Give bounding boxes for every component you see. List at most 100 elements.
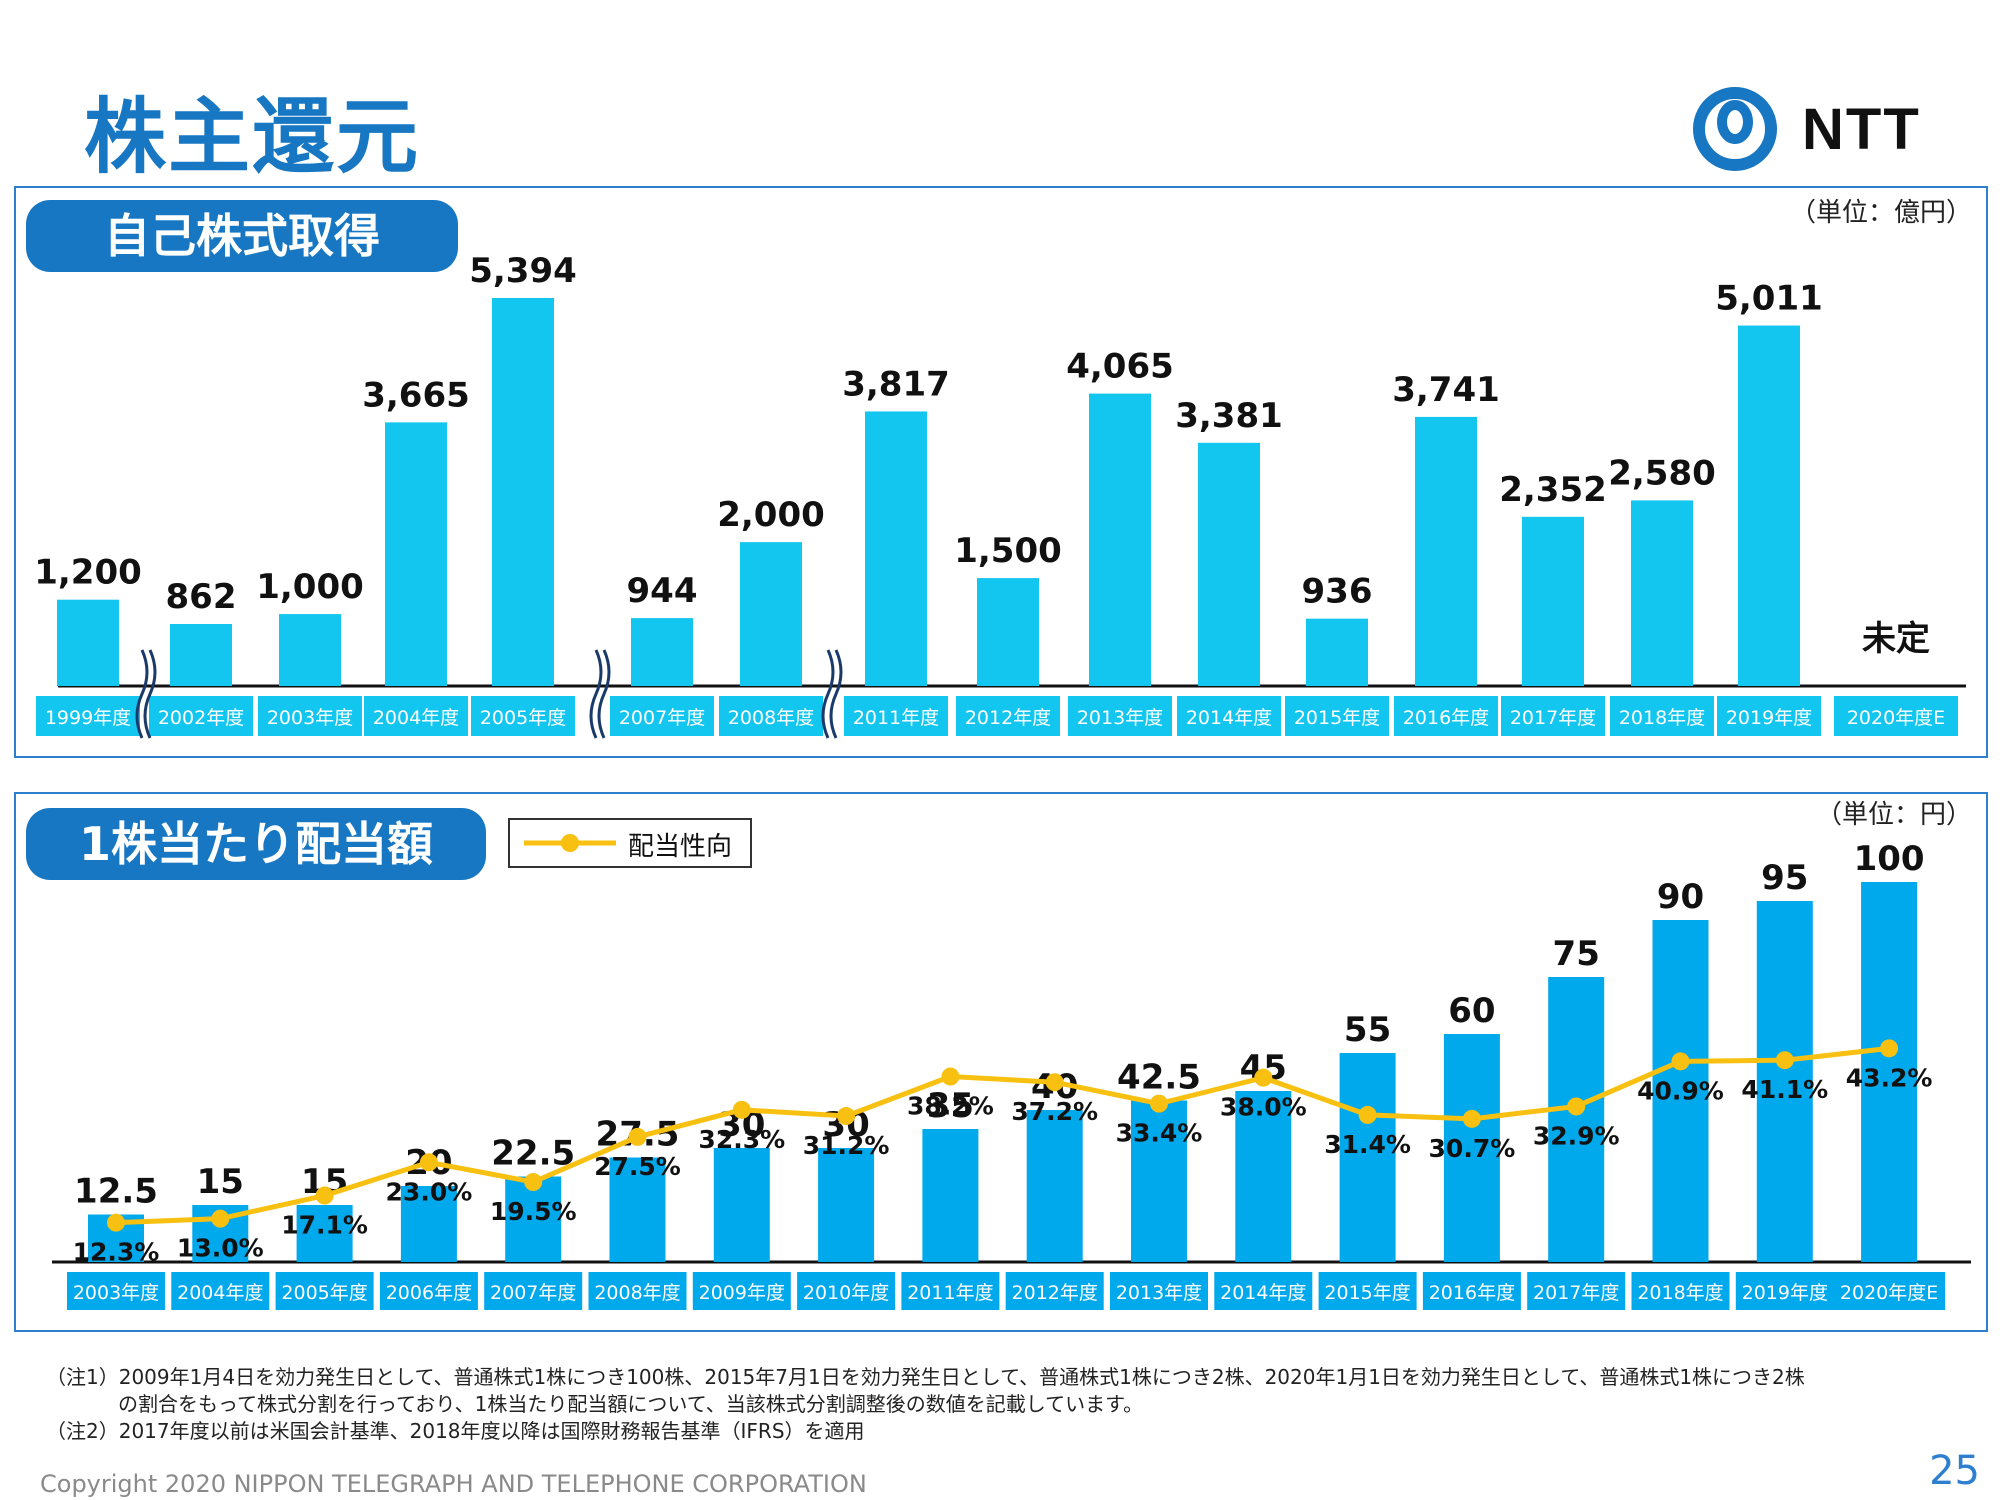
bar-2015年度 bbox=[1306, 618, 1368, 686]
category-box bbox=[1110, 1272, 1208, 1310]
ntt-logo-icon bbox=[1693, 87, 1777, 171]
bar-1999年度 bbox=[57, 599, 119, 686]
footnote-1: （注1）2009年1月4日を効力発生日として、普通株式1株につき100株、201… bbox=[46, 1365, 1805, 1389]
footnote-2: （注2）2017年度以前は米国会計基準、2018年度以降は国際財務報告基準（IF… bbox=[46, 1419, 865, 1443]
bar-2013年度 bbox=[1089, 393, 1151, 686]
bar-2011年度 bbox=[865, 411, 927, 686]
payout-ratio-point bbox=[524, 1173, 543, 1192]
category-label: 2008年度 bbox=[594, 1282, 680, 1304]
category-box bbox=[1285, 696, 1389, 736]
payout-ratio-label: 37.2% bbox=[1011, 1097, 1098, 1126]
payout-ratio-point bbox=[1150, 1094, 1168, 1113]
bar-2010年度 bbox=[818, 1148, 875, 1262]
bar-2014年度 bbox=[1198, 442, 1260, 686]
payout-ratio-label: 32.3% bbox=[698, 1125, 785, 1154]
payout-ratio-point bbox=[1880, 1039, 1899, 1058]
bar-value-label: 5,394 bbox=[469, 251, 577, 291]
category-label: 2015年度 bbox=[1324, 1282, 1410, 1304]
bar-value-label: 936 bbox=[1302, 572, 1373, 612]
bar-value-label: 2,000 bbox=[717, 495, 825, 535]
category-box bbox=[1068, 696, 1172, 736]
copyright: Copyright 2020 NIPPON TELEGRAPH AND TELE… bbox=[40, 1470, 867, 1498]
bar-2015年度 bbox=[1339, 1053, 1396, 1262]
category-box bbox=[901, 1272, 1000, 1310]
bar-value-label: 1,500 bbox=[954, 531, 1062, 571]
category-box bbox=[692, 1272, 791, 1310]
category-box bbox=[956, 696, 1060, 736]
payout-ratio-point bbox=[837, 1107, 856, 1126]
buyback-chart: 1,200 1999年度 862 2002年度 1,000 2003年度 3,665 2004… bbox=[34, 251, 1966, 739]
category-label: 2014年度 bbox=[1186, 707, 1272, 729]
bar-value-label: 1,000 bbox=[256, 567, 364, 607]
bar-2019年度 bbox=[1738, 325, 1800, 686]
category-box bbox=[171, 1272, 270, 1310]
payout-ratio-label: 23.0% bbox=[386, 1177, 473, 1206]
bar-2016年度 bbox=[1415, 416, 1477, 686]
bar-value-label: 1,200 bbox=[34, 553, 142, 593]
bar-value-label: 22.5 bbox=[491, 1134, 575, 1174]
payout-ratio-point bbox=[1775, 1051, 1794, 1070]
category-label: 2017年度 bbox=[1533, 1282, 1619, 1304]
category-box bbox=[364, 696, 468, 736]
category-label: 2007年度 bbox=[619, 707, 705, 729]
bar-2012年度 bbox=[977, 578, 1039, 686]
axis-break-mark bbox=[821, 649, 835, 739]
category-box bbox=[1394, 696, 1498, 736]
dividend-panel: 1株当たり配当額 （単位：円） 配当性向 12.5 2003年度 15 2004年度 1… bbox=[14, 792, 1988, 1332]
payout-ratio-point bbox=[1254, 1068, 1273, 1087]
bar-value-label: 2,352 bbox=[1499, 470, 1607, 510]
bar-2017年度 bbox=[1548, 977, 1605, 1262]
bar-2009年度 bbox=[713, 1148, 770, 1262]
category-label: 2016年度 bbox=[1429, 1282, 1515, 1304]
category-label: 2020年度E bbox=[1840, 1282, 1938, 1304]
dividend-panel-title: 1株当たり配当額 bbox=[26, 808, 486, 880]
category-box bbox=[1527, 1272, 1626, 1310]
bar-2011年度 bbox=[922, 1129, 979, 1262]
category-label: 2012年度 bbox=[965, 707, 1051, 729]
page-number: 25 bbox=[1929, 1448, 1980, 1494]
bar-value-label: 2,580 bbox=[1608, 453, 1716, 493]
bar-value-label: 95 bbox=[1761, 858, 1808, 898]
category-box bbox=[484, 1272, 583, 1310]
axis-break-mark bbox=[597, 649, 611, 739]
category-label: 2004年度 bbox=[373, 707, 459, 729]
category-label: 2008年度 bbox=[728, 707, 814, 729]
payout-ratio-label: 41.1% bbox=[1741, 1075, 1828, 1104]
category-box bbox=[149, 696, 253, 736]
category-box bbox=[36, 696, 140, 736]
payout-ratio-point bbox=[315, 1186, 334, 1205]
category-label: 2011年度 bbox=[853, 707, 939, 729]
legend-line-marker-icon bbox=[524, 834, 616, 852]
payout-ratio-label: 32.9% bbox=[1533, 1121, 1620, 1150]
category-label: 2012年度 bbox=[1012, 1282, 1098, 1304]
payout-ratio-label: 19.5% bbox=[490, 1197, 577, 1226]
category-box bbox=[610, 696, 714, 736]
bar-value-label: 3,381 bbox=[1175, 396, 1283, 436]
category-box bbox=[67, 1272, 165, 1310]
bar-value-label: 42.5 bbox=[1117, 1058, 1201, 1098]
bar-value-label: 90 bbox=[1657, 877, 1704, 917]
category-box bbox=[1833, 1272, 1946, 1310]
bar-value-label: 862 bbox=[166, 577, 237, 617]
payout-ratio-label: 17.1% bbox=[281, 1211, 368, 1240]
category-label: 1999年度 bbox=[45, 707, 131, 729]
category-box bbox=[1717, 696, 1821, 736]
footnotes: （注1）2009年1月4日を効力発生日として、普通株式1株につき100株、201… bbox=[46, 1364, 1805, 1445]
category-box bbox=[1610, 696, 1714, 736]
category-box bbox=[588, 1272, 687, 1310]
bar-value-label: 未定 bbox=[1862, 619, 1930, 659]
payout-ratio-point bbox=[107, 1213, 125, 1232]
payout-ratio-label: 43.2% bbox=[1846, 1063, 1933, 1092]
payout-ratio-point bbox=[211, 1209, 230, 1228]
payout-ratio-label: 12.3% bbox=[73, 1238, 160, 1267]
category-label: 2017年度 bbox=[1510, 707, 1596, 729]
payout-ratio-label: 38.0% bbox=[1220, 1093, 1307, 1122]
bar-2018年度 bbox=[1631, 500, 1693, 686]
axis-break-mark bbox=[829, 649, 843, 739]
axis-break-mark bbox=[135, 649, 149, 739]
category-box bbox=[1214, 1272, 1313, 1310]
bar-2012年度 bbox=[1026, 1110, 1083, 1262]
legend-label: 配当性向 bbox=[628, 832, 733, 862]
payout-ratio-point bbox=[1567, 1097, 1586, 1116]
bar-value-label: 4,065 bbox=[1066, 347, 1174, 387]
